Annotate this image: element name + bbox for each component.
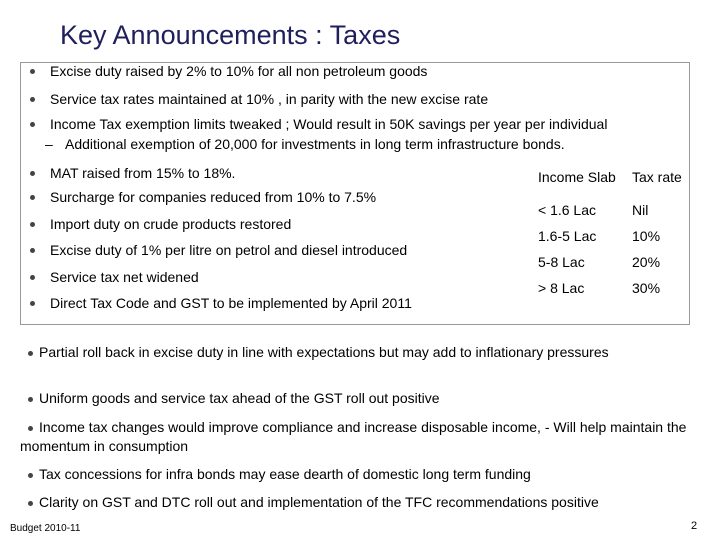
- bullet-text: Excise duty of 1% per litre on petrol an…: [50, 242, 408, 258]
- bullet-dot: [28, 500, 33, 506]
- bullet-dot: [30, 275, 35, 280]
- footer: Budget 2010-11: [10, 523, 81, 534]
- table-cell: Nil: [632, 202, 649, 218]
- bullet-dot: [28, 350, 33, 356]
- bullet-text: Uniform goods and service tax ahead of t…: [39, 390, 440, 406]
- bullet-text: Import duty on crude products restored: [50, 216, 292, 232]
- bullet-dot: [28, 396, 33, 402]
- bullet-dot: [30, 222, 35, 227]
- table-row: > 8 Lac 30%: [538, 275, 692, 301]
- table-cell: 10%: [632, 228, 661, 244]
- table-row: 1.6-5 Lac 10%: [538, 223, 692, 249]
- bullet-text: Income tax changes would improve complia…: [20, 419, 687, 454]
- bullet-text: Direct Tax Code and GST to be implemente…: [50, 295, 412, 311]
- bottom-bullet-item: Tax concessions for infra bonds may ease…: [20, 465, 690, 484]
- page-number: 2: [691, 520, 698, 532]
- sub-bullet: – Additional exemption of 20,000 for inve…: [45, 136, 565, 152]
- table-row: 5-8 Lac 20%: [538, 249, 692, 275]
- bullet-text: Clarity on GST and DTC roll out and impl…: [39, 494, 599, 510]
- table-cell: 20%: [632, 254, 661, 270]
- table-cell: < 1.6 Lac: [538, 202, 596, 218]
- bullet-text: Income Tax exemption limits tweaked ; Wo…: [50, 116, 608, 132]
- bullet-dot: [28, 425, 33, 431]
- bullet-dot: [30, 195, 35, 200]
- bullet-text: Service tax net widened: [50, 269, 199, 285]
- sub-bullet-text: Additional exemption of 20,000 for inves…: [65, 136, 565, 152]
- table-cell: 5-8 Lac: [538, 254, 585, 270]
- bullet-text: Service tax rates maintained at 10% , in…: [50, 91, 489, 107]
- table-cell: > 8 Lac: [538, 280, 585, 296]
- bottom-bullet-item: Uniform goods and service tax ahead of t…: [20, 389, 690, 408]
- bullet-text: Partial roll back in excise duty in line…: [39, 344, 609, 360]
- bullet-dot: [30, 122, 35, 127]
- table-header-cell: Income Slab: [538, 169, 616, 185]
- table-cell: 30%: [632, 280, 661, 296]
- bullet-text: MAT raised from 15% to 18%.: [50, 165, 236, 181]
- bullet-text: Tax concessions for infra bonds may ease…: [39, 466, 531, 482]
- bullet-dot: [28, 472, 33, 478]
- tax-table: Income Slab Tax rate < 1.6 Lac Nil 1.6-5 Lac…: [538, 157, 692, 301]
- table-header-cell: Tax rate: [632, 169, 682, 185]
- bullet-text: Surcharge for companies reduced from 10%…: [50, 189, 377, 205]
- bullet-dot: [30, 301, 35, 306]
- table-row: < 1.6 Lac Nil: [538, 197, 692, 223]
- bottom-bullet-item: Partial roll back in excise duty in line…: [20, 343, 690, 362]
- bullet-text: Excise duty raised by 2% to 10% for all …: [50, 63, 428, 79]
- bullet-dot: [30, 248, 35, 253]
- bullet-dot: [30, 69, 35, 74]
- bottom-bullet-item: Income tax changes would improve complia…: [20, 418, 690, 456]
- bullet-dot: [30, 97, 35, 102]
- bottom-bullet-item: Clarity on GST and DTC roll out and impl…: [20, 493, 690, 512]
- table-cell: 1.6-5 Lac: [538, 228, 597, 244]
- table-header-row: Income Slab Tax rate: [538, 157, 692, 197]
- bullet-dot: [30, 171, 35, 176]
- announcement-box: [20, 62, 690, 325]
- slide-title: Key Announcements : Taxes: [60, 20, 401, 50]
